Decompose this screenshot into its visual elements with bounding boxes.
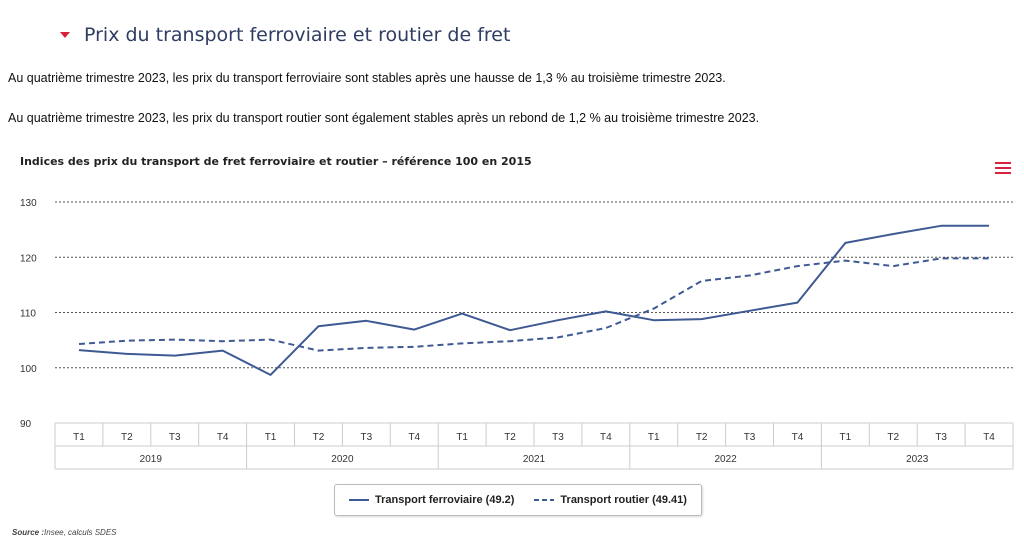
year-label: 2020 bbox=[331, 454, 354, 465]
y-tick-label: 100 bbox=[20, 364, 37, 375]
series-line-rail bbox=[78, 224, 989, 376]
x-tick-label: T3 bbox=[744, 432, 756, 443]
source-note: Source :Insee, calculs SDES bbox=[12, 528, 117, 537]
x-tick-label: T3 bbox=[552, 432, 564, 443]
x-tick-label: T3 bbox=[169, 432, 181, 443]
x-tick-label: T4 bbox=[600, 432, 612, 443]
legend-item-road[interactable]: Transport routier (49.41) bbox=[534, 494, 687, 506]
x-tick-label: T1 bbox=[456, 432, 468, 443]
source-label: Source : bbox=[12, 528, 45, 537]
x-tick-label: T2 bbox=[121, 432, 133, 443]
chart-title: Indices des prix du transport de fret fe… bbox=[20, 155, 532, 168]
y-tick-label: 130 bbox=[20, 198, 37, 209]
x-tick-label: T3 bbox=[935, 432, 947, 443]
x-tick-label: T4 bbox=[983, 432, 995, 443]
y-tick-label: 120 bbox=[20, 253, 37, 264]
source-text: Insee, calculs SDES bbox=[44, 528, 117, 537]
chart-legend: Transport ferroviaire (49.2) Transport r… bbox=[334, 484, 702, 516]
x-tick-label: T1 bbox=[265, 432, 277, 443]
paragraph-rail: Au quatrième trimestre 2023, les prix du… bbox=[8, 71, 726, 85]
collapse-triangle-icon[interactable] bbox=[60, 32, 70, 38]
x-tick-label: T2 bbox=[887, 432, 899, 443]
x-tick-label: T1 bbox=[73, 432, 85, 443]
x-tick-label: T2 bbox=[504, 432, 516, 443]
series-line-road bbox=[78, 257, 989, 352]
x-tick-label: T3 bbox=[361, 432, 373, 443]
year-label: 2021 bbox=[523, 454, 546, 465]
year-label: 2019 bbox=[140, 454, 163, 465]
legend-label-road: Transport routier (49.41) bbox=[560, 494, 687, 506]
paragraph-road: Au quatrième trimestre 2023, les prix du… bbox=[8, 111, 760, 125]
x-tick-label: T1 bbox=[648, 432, 660, 443]
x-tick-label: T1 bbox=[840, 432, 852, 443]
x-tick-label: T4 bbox=[792, 432, 804, 443]
x-tick-label: T2 bbox=[696, 432, 708, 443]
x-tick-label: T4 bbox=[408, 432, 420, 443]
legend-dashed-line-icon bbox=[534, 499, 555, 501]
legend-label-rail: Transport ferroviaire (49.2) bbox=[375, 494, 515, 506]
y-tick-label: 110 bbox=[20, 309, 36, 320]
x-tick-label: T4 bbox=[217, 432, 229, 443]
legend-solid-line-icon bbox=[349, 499, 370, 501]
legend-item-rail[interactable]: Transport ferroviaire (49.2) bbox=[349, 494, 514, 506]
year-label: 2022 bbox=[714, 454, 737, 465]
y-tick-label: 90 bbox=[20, 419, 32, 430]
year-label: 2023 bbox=[906, 454, 929, 465]
section-title: Prix du transport ferroviaire et routier… bbox=[84, 24, 511, 46]
section-header[interactable]: Prix du transport ferroviaire et routier… bbox=[60, 24, 510, 46]
hamburger-menu-icon[interactable] bbox=[995, 162, 1011, 176]
x-tick-label: T2 bbox=[313, 432, 325, 443]
